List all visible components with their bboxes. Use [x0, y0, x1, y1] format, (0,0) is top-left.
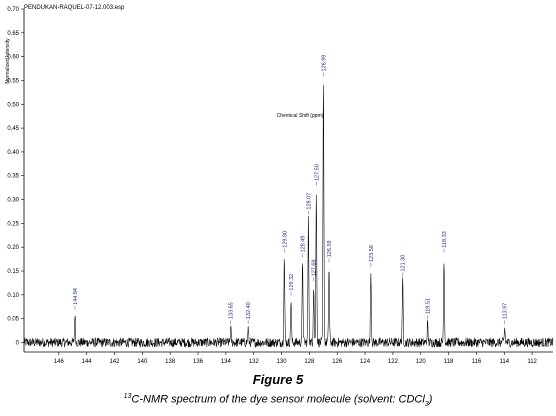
x-tick-label: 130 — [277, 359, 288, 365]
y-tick-label: 0.65 — [7, 31, 19, 37]
x-tick-label: 120 — [416, 359, 427, 365]
nmr-spectrum-chart: PENDUKAN-RAQUEL-07-12.003.esp Normalized… — [5, 5, 554, 365]
y-axis-label: Normalized Intensity — [5, 38, 11, 84]
x-tick-label: 142 — [109, 359, 120, 365]
x-tick-label: 122 — [388, 359, 399, 365]
isotope-superscript: 13 — [123, 393, 132, 400]
peak-label: 128.49 — [301, 236, 307, 253]
peak-labels: 144.84 133.65 132.40 129.80 129.32 128.49 128.… — [73, 55, 509, 325]
axes: 0 0.05 0.10 0.15 0.20 0.25 0.30 0.35 0.40 0.45 0.5… — [7, 7, 553, 365]
peak-label: 126.59 — [327, 240, 333, 257]
figure-label: Figure 5 — [252, 372, 304, 387]
peak-label: 129.80 — [282, 231, 288, 248]
y-tick-label: 0.30 — [7, 198, 19, 204]
y-tick-label: 0.50 — [7, 102, 19, 108]
peak-label: 119.51 — [426, 298, 432, 314]
spectrum-line — [23, 84, 554, 348]
x-tick-label: 124 — [360, 359, 371, 365]
figure-caption: 13C-NMR spectrum of the dye sensor molec… — [0, 388, 556, 414]
peak-label: 123.58 — [369, 245, 375, 262]
peak-label: 126.99 — [321, 55, 327, 72]
x-tick-label: 134 — [221, 359, 232, 365]
chart-title: PENDUKAN-RAQUEL-07-12.003.esp — [24, 5, 125, 11]
figure-caption-block: Figure 5 13C-NMR spectrum of the dye sen… — [0, 372, 556, 414]
peak-label: 118.33 — [442, 231, 448, 247]
spectrum-trace — [23, 84, 554, 348]
y-tick-label: 0.20 — [7, 245, 19, 251]
peak-label: 133.65 — [229, 302, 235, 319]
caption-close: ) — [428, 393, 433, 406]
y-tick-label: 0.05 — [7, 317, 19, 323]
peak-label: 144.84 — [73, 288, 79, 305]
y-tick-label: 0.60 — [7, 55, 19, 61]
x-tick-label: 136 — [193, 359, 204, 365]
y-tick-label: 0 — [16, 340, 20, 346]
y-tick-label: 0.40 — [7, 150, 19, 156]
solvent-subscript: 3 — [424, 400, 429, 408]
peak-label: 129.32 — [289, 274, 295, 291]
peak-label: 121.30 — [401, 255, 407, 272]
x-tick-label: 118 — [444, 359, 454, 365]
x-tick-label: 140 — [137, 359, 148, 365]
peak-label: 127.69 — [312, 259, 318, 276]
y-tick-label: 0.10 — [7, 293, 19, 299]
x-tick-label: 128 — [304, 359, 315, 365]
x-tick-label: 146 — [54, 359, 65, 365]
y-tick-label: 0.70 — [7, 7, 19, 13]
y-tick-label: 0.55 — [7, 78, 19, 84]
x-axis-label: Chemical Shift (ppm) — [277, 113, 324, 119]
x-tick-label: 114 — [499, 359, 509, 365]
x-tick-label: 116 — [472, 359, 482, 365]
peak-label: 132.40 — [246, 302, 252, 319]
x-tick-label: 138 — [165, 359, 176, 365]
x-tick-label: 126 — [332, 359, 343, 365]
y-tick-label: 0.35 — [7, 174, 19, 180]
y-tick-label: 0.15 — [7, 269, 19, 275]
peak-label: 128.07 — [306, 193, 312, 210]
peak-label: 113.97 — [503, 303, 509, 319]
x-tick-label: 132 — [249, 359, 260, 365]
y-tick-label: 0.25 — [7, 221, 19, 227]
x-tick-label: 144 — [82, 359, 93, 365]
caption-text: C-NMR spectrum of the dye sensor molecul… — [131, 393, 425, 406]
x-tick-label: 112 — [527, 359, 537, 365]
y-tick-label: 0.45 — [7, 126, 19, 132]
peak-label: 127.50 — [314, 164, 320, 181]
